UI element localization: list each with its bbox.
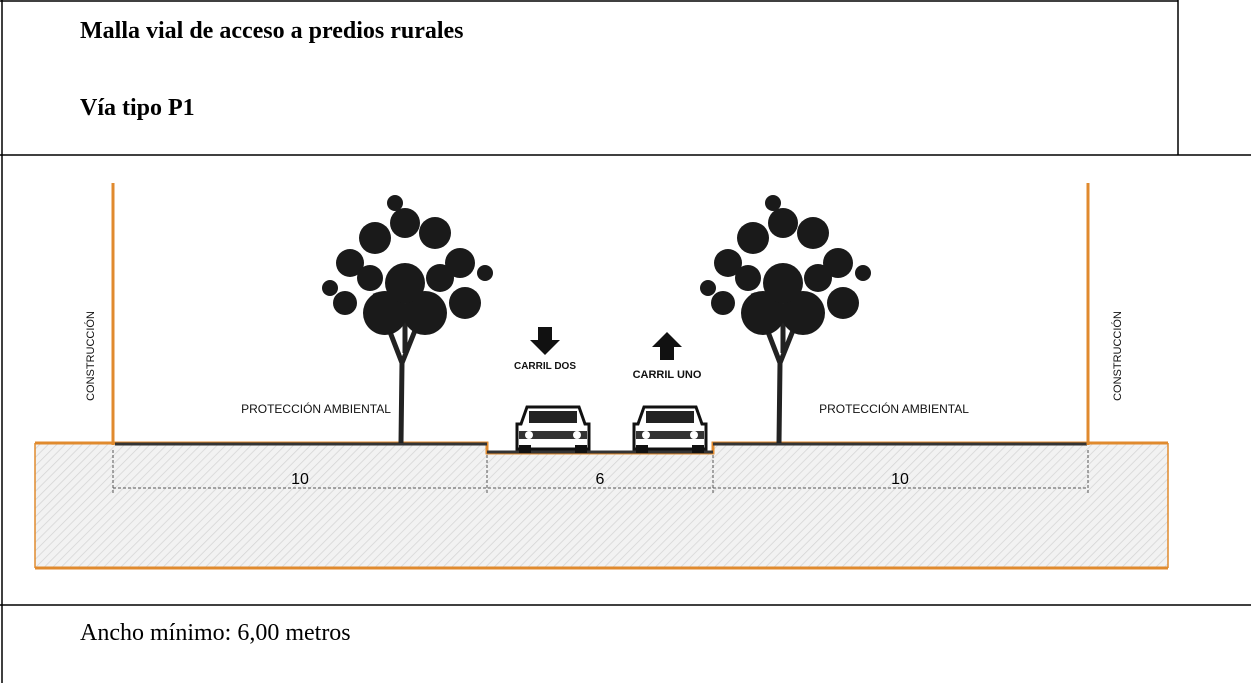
- lane-label: CARRIL DOS: [514, 361, 576, 372]
- dimension-label: 6: [596, 471, 605, 488]
- arrow-down: [530, 327, 560, 355]
- lane-label: CARRIL UNO: [633, 369, 702, 381]
- dimension-label: 10: [891, 471, 909, 488]
- footer-text: Ancho mínimo: 6,00 metros: [80, 620, 351, 646]
- title: Malla vial de acceso a predios rurales: [80, 18, 464, 44]
- subtitle: Vía tipo P1: [80, 95, 195, 121]
- car: [515, 405, 591, 455]
- arrow-up: [652, 332, 682, 360]
- construction-label: CONSTRUCCIÓN: [1111, 311, 1124, 401]
- dimension-line: [112, 450, 1089, 495]
- protection-label: PROTECCIÓN AMBIENTAL: [819, 401, 969, 416]
- protection-label: PROTECCIÓN AMBIENTAL: [241, 401, 391, 416]
- car: [632, 405, 708, 455]
- ground-section: [34, 441, 1169, 570]
- construction-label: CONSTRUCCIÓN: [84, 311, 97, 401]
- dimension-label: 10: [291, 471, 309, 488]
